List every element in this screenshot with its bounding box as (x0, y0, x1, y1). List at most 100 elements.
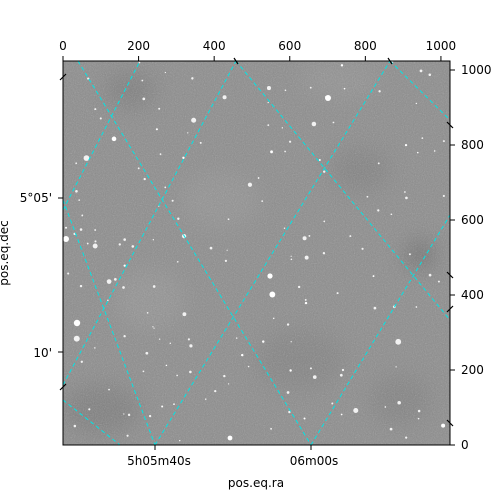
star (309, 367, 312, 370)
star (343, 87, 346, 90)
star (107, 299, 109, 302)
star (118, 243, 121, 246)
star (131, 245, 135, 248)
star (437, 280, 440, 283)
star (141, 79, 144, 82)
star (304, 301, 308, 305)
star (73, 335, 80, 342)
star (405, 196, 408, 200)
grid-line (63, 61, 237, 386)
star (159, 153, 162, 156)
star (384, 406, 387, 408)
grid-line (63, 399, 121, 445)
star (204, 398, 207, 400)
star (433, 150, 436, 152)
star (161, 405, 164, 408)
bright-star (227, 435, 233, 441)
right-axis-tick-label: 1000 (461, 63, 492, 77)
star (395, 338, 402, 345)
star (261, 200, 264, 202)
top-axis-tick-label: 200 (127, 39, 150, 53)
star (164, 71, 167, 74)
star (173, 403, 175, 406)
bright-star (63, 236, 69, 242)
star (397, 400, 401, 405)
dec-tick-label: 5°05' (20, 191, 52, 205)
star (270, 427, 272, 430)
star (331, 402, 334, 405)
star (339, 373, 343, 377)
star (416, 151, 419, 154)
star (148, 414, 152, 418)
grid-line (389, 61, 450, 121)
star (240, 353, 244, 357)
star (247, 365, 250, 368)
star (165, 364, 168, 367)
star (323, 220, 326, 223)
star (288, 140, 292, 143)
star (266, 86, 272, 91)
x-axis-title: pos.eq.ra (228, 476, 284, 490)
star (158, 338, 161, 340)
bright-star (73, 319, 81, 327)
star (415, 306, 418, 308)
star (421, 137, 424, 140)
star (267, 124, 270, 127)
star (297, 285, 301, 289)
dec-axis: 5°05' 10' (20, 191, 63, 360)
star (94, 347, 96, 349)
star (176, 374, 178, 377)
star (182, 156, 185, 159)
star (377, 209, 380, 212)
star (153, 327, 155, 329)
right-axis-tick-label: 800 (461, 138, 484, 152)
star (177, 217, 180, 220)
star (179, 439, 181, 442)
star (390, 213, 393, 216)
star (123, 238, 126, 241)
grid-line (310, 214, 450, 445)
star (227, 218, 230, 221)
star (209, 246, 213, 250)
star (146, 312, 149, 314)
star (143, 177, 146, 181)
dec-tick-label: 10' (33, 346, 52, 360)
star (428, 73, 432, 77)
star (304, 298, 307, 301)
star (442, 140, 445, 143)
star (270, 150, 273, 154)
star (88, 408, 91, 411)
top-axis-tick-label: 0 (59, 39, 67, 53)
star (122, 286, 125, 289)
star (187, 132, 189, 134)
grid-line (452, 400, 470, 420)
star (284, 89, 287, 92)
star (191, 117, 197, 123)
star (378, 90, 381, 93)
star (340, 413, 343, 416)
star (94, 229, 97, 231)
star (79, 228, 83, 231)
star (312, 375, 317, 379)
star (94, 240, 97, 243)
star (366, 195, 369, 198)
star (428, 273, 432, 277)
star (311, 121, 317, 127)
star (106, 279, 112, 284)
star (247, 182, 253, 187)
star (127, 413, 131, 417)
star (113, 278, 117, 281)
star (187, 338, 191, 341)
right-axis-tick-label: 600 (461, 213, 484, 227)
star (123, 413, 125, 415)
star (142, 370, 145, 373)
star (290, 255, 292, 257)
right-axis-tick-label: 200 (461, 363, 484, 377)
star (303, 417, 306, 420)
star (78, 199, 81, 201)
star (290, 258, 293, 261)
star (405, 436, 408, 439)
star (373, 306, 377, 310)
star (111, 136, 117, 142)
